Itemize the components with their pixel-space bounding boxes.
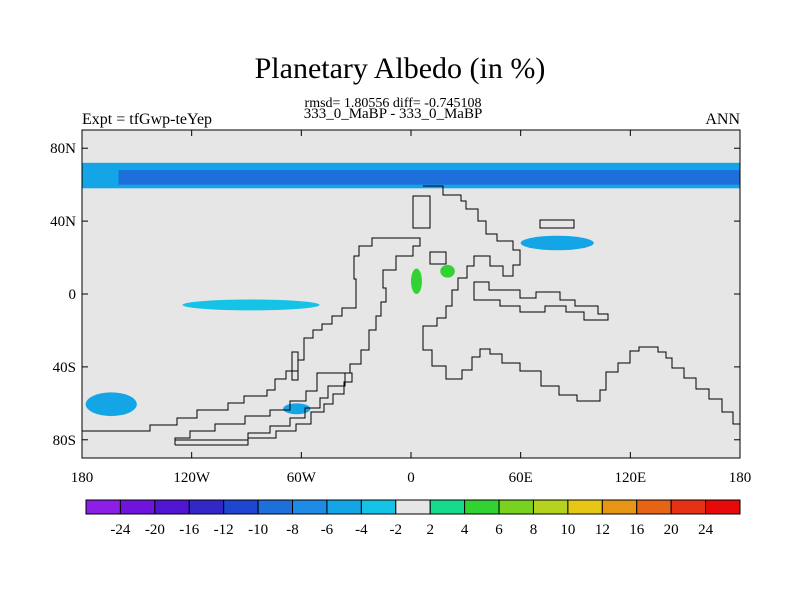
- field-patch-4: [85, 392, 137, 417]
- y-tick-label: 40S: [53, 360, 76, 376]
- colorbar-box: [326, 499, 362, 515]
- colorbar-label: -10: [248, 522, 268, 538]
- colorbar-label: -4: [355, 522, 368, 538]
- y-tick-label: 80N: [50, 141, 76, 157]
- x-tick-label: 180: [729, 470, 752, 486]
- colorbar-box: [360, 499, 397, 515]
- colorbar-box: [601, 499, 638, 515]
- field-patch-7: [440, 264, 455, 278]
- colorbar-label: 16: [629, 522, 645, 538]
- colorbar-box: [85, 499, 121, 515]
- colorbar-label: -6: [321, 522, 334, 538]
- colorbar-box: [292, 499, 328, 515]
- colorbar-box: [119, 499, 156, 515]
- colorbar-label: 12: [595, 522, 610, 538]
- colorbar-label: 2: [426, 522, 434, 538]
- colorbar-box: [705, 499, 741, 515]
- y-tick-label: 0: [69, 287, 77, 303]
- colorbar: -24 -20 -16 -12 -10 -8 -6 -4 -2 2 4 6 8 10 12 16 20 24: [85, 499, 741, 538]
- season-label: ANN: [705, 111, 740, 128]
- x-tick-label: 0: [407, 470, 415, 486]
- colorbar-label: -24: [110, 522, 130, 538]
- field-patch-2: [520, 235, 594, 251]
- colorbar-label: -20: [145, 522, 165, 538]
- colorbar-box: [257, 499, 294, 515]
- laurussia-outline: [422, 185, 740, 425]
- axes-layer: 180 120W 60W 0 60E 120E 180 80N 40N 0 40S 80S: [50, 130, 751, 486]
- colorbar-label: 4: [461, 522, 469, 538]
- field-patch-6: [411, 268, 422, 294]
- colorbar-box: [636, 499, 672, 515]
- colorbar-box: [429, 499, 466, 515]
- colorbar-label: -8: [286, 522, 299, 538]
- x-tick-label: 120W: [173, 470, 211, 486]
- colorbar-label: -12: [214, 522, 234, 538]
- colorbar-box: [464, 499, 500, 515]
- continent-outline-layer: [82, 185, 740, 446]
- x-tick-label: 60E: [509, 470, 533, 486]
- colorbar-label: -16: [179, 522, 199, 538]
- small-block-outline-2: [429, 251, 447, 265]
- south-inner-outline-2: [174, 372, 353, 446]
- y-tick-label: 80S: [53, 433, 76, 449]
- gondwana-outline: [82, 237, 400, 432]
- colorbar-box: [567, 499, 603, 515]
- x-tick-label: 180: [71, 470, 94, 486]
- cathaysia-outline: [473, 281, 609, 321]
- colorbar-box: [188, 499, 225, 515]
- field-patch-3: [182, 299, 320, 311]
- small-block-outline-3: [291, 351, 299, 381]
- field-patch-1: [118, 170, 740, 185]
- field-patch-5: [283, 403, 311, 415]
- chart-title: Planetary Albedo (in %): [254, 52, 546, 85]
- y-tick-label: 40N: [50, 214, 76, 230]
- colorbar-box: [223, 499, 259, 515]
- colorbar-box: [498, 499, 534, 515]
- colorbar-label: 20: [664, 522, 679, 538]
- colorbar-label: -2: [390, 522, 403, 538]
- chart-subtitle: 333_0_MaBP - 333_0_MaBP: [303, 106, 483, 122]
- colorbar-label: 24: [698, 522, 714, 538]
- colorbar-label: 6: [495, 522, 503, 538]
- colorbar-box: [532, 499, 569, 515]
- colorbar-label: 8: [530, 522, 538, 538]
- siberia-outline: [539, 219, 575, 229]
- x-tick-label: 60W: [287, 470, 317, 486]
- colorbar-box: [670, 499, 707, 515]
- small-block-outline: [412, 195, 431, 229]
- colorbar-box: [395, 499, 431, 515]
- experiment-label: Expt = tfGwp-teYep: [82, 111, 213, 128]
- south-inner-outline: [175, 237, 421, 441]
- x-tick-label: 120E: [614, 470, 646, 486]
- colorbar-box: [154, 499, 190, 515]
- colorbar-label: 10: [560, 522, 575, 538]
- stats-line: rmsd= 1.80556 diff= -0.745108: [304, 96, 482, 111]
